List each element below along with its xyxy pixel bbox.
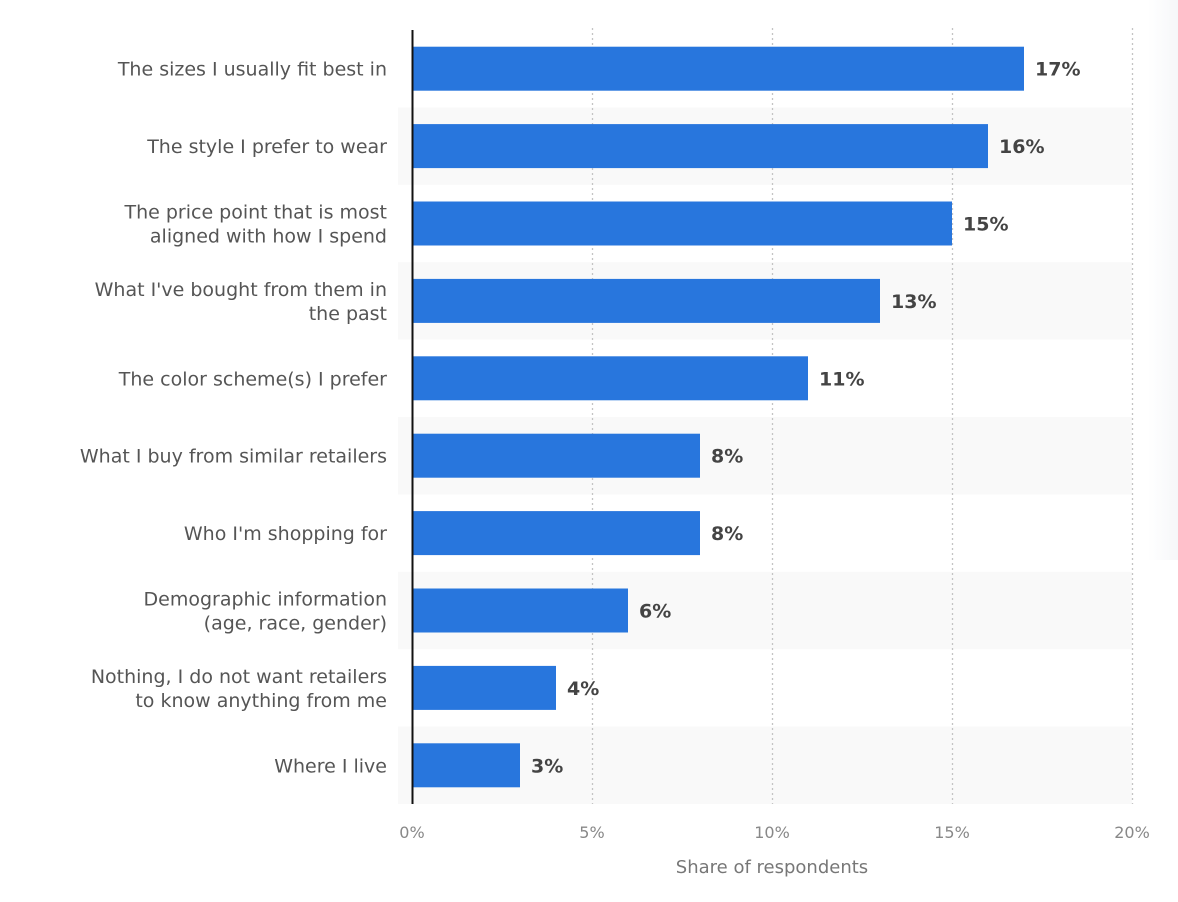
bar	[412, 124, 988, 169]
data-label: 11%	[819, 368, 864, 390]
data-label: 17%	[1035, 59, 1080, 81]
x-tick-label: 15%	[934, 823, 970, 842]
category-label: Where I live	[274, 755, 387, 777]
bar	[412, 278, 880, 323]
bar	[412, 46, 1024, 91]
x-tick-label: 20%	[1114, 823, 1150, 842]
x-axis-title: Share of respondents	[676, 857, 868, 878]
data-label: 15%	[963, 214, 1008, 236]
category-label: Who I'm shopping for	[184, 523, 387, 545]
data-label: 16%	[999, 136, 1044, 158]
page-edge-shade	[1148, 0, 1178, 560]
category-label: Nothing, I do not want retailers to know …	[91, 666, 387, 712]
category-label: What I've bought from them in the past	[95, 279, 387, 325]
data-label: 13%	[891, 291, 936, 313]
bar	[412, 511, 700, 556]
data-label: 8%	[711, 446, 743, 468]
data-label: 6%	[639, 601, 671, 623]
bar	[412, 665, 556, 710]
bar	[412, 201, 952, 246]
bar	[412, 433, 700, 478]
data-label: 8%	[711, 523, 743, 545]
category-label: Demographic information (age, race, gende…	[144, 589, 388, 635]
category-label: The style I prefer to wear	[146, 136, 387, 158]
bar	[412, 743, 520, 788]
category-label: The price point that is most aligned with…	[123, 202, 387, 248]
bar	[412, 588, 628, 633]
x-tick-label: 10%	[754, 823, 790, 842]
data-label: 3%	[531, 755, 563, 777]
row-band	[398, 726, 1132, 804]
category-label: The color scheme(s) I prefer	[118, 368, 387, 390]
data-label: 4%	[567, 678, 599, 700]
x-tick-label: 5%	[579, 823, 604, 842]
x-tick-label: 0%	[399, 823, 424, 842]
bar	[412, 356, 808, 401]
category-label: What I buy from similar retailers	[80, 446, 387, 468]
category-label: The sizes I usually fit best in	[117, 59, 387, 81]
